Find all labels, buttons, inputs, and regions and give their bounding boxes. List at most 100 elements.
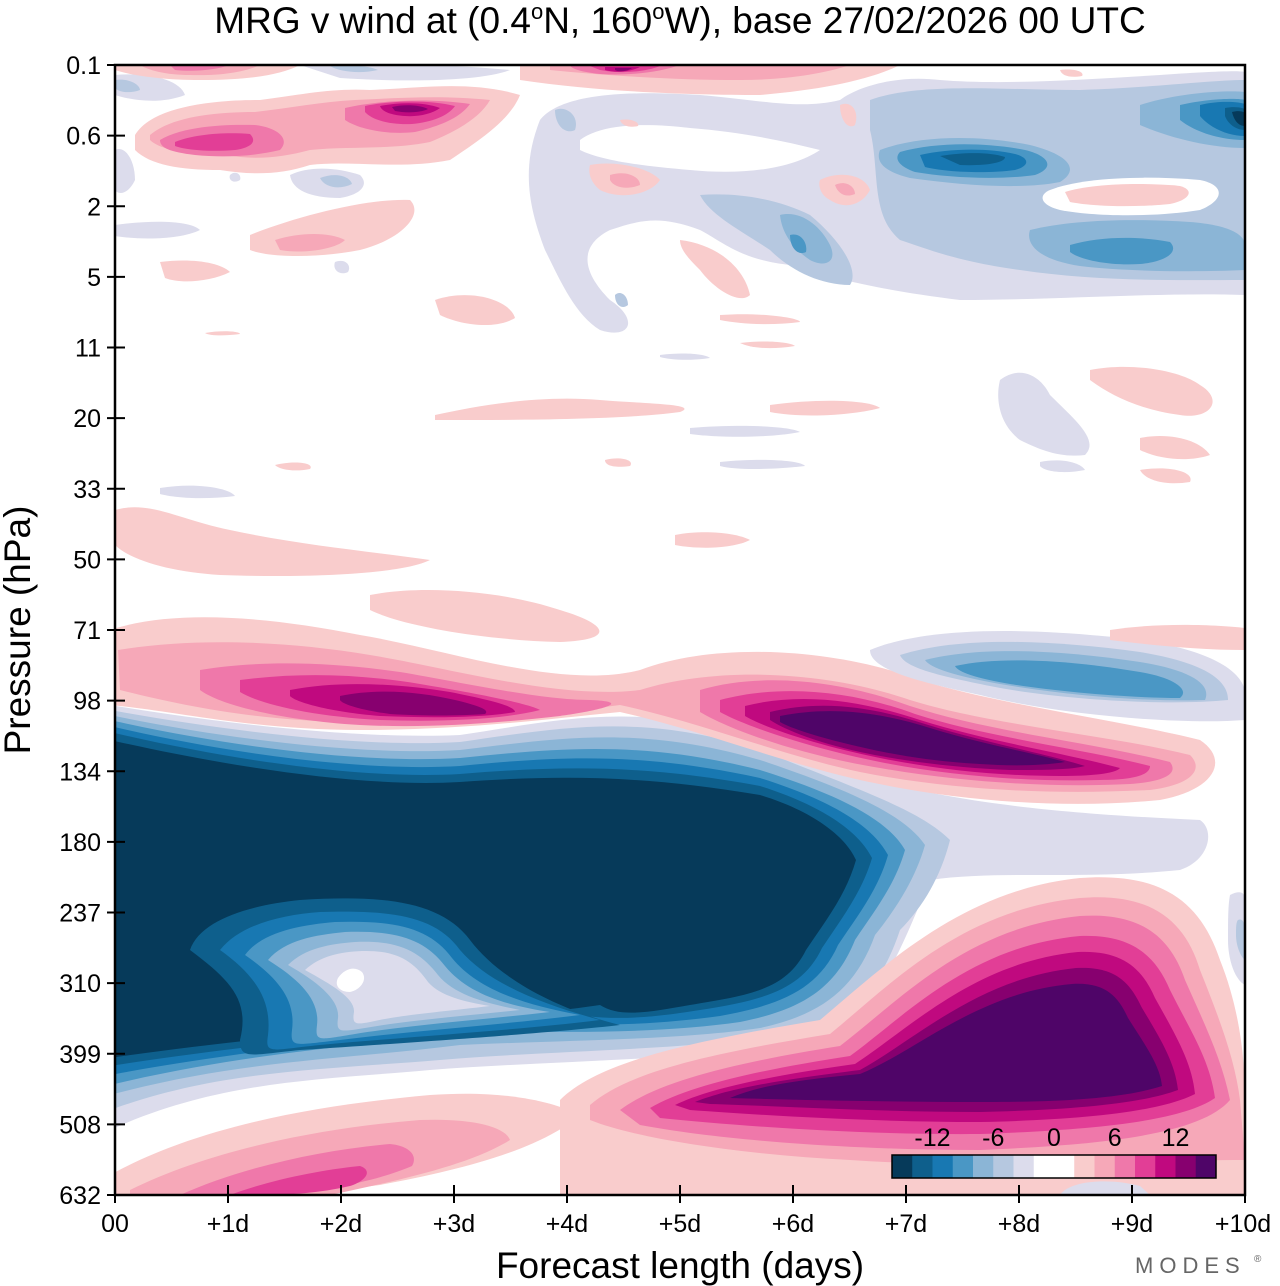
- x-tick-label: +2d: [320, 1210, 362, 1238]
- y-tick-label: 0.1: [66, 52, 101, 80]
- y-axis: 0.1 0.6 2 5 11 20 33 50 71 98 134 180 237 310 399 508 63…: [59, 52, 125, 1210]
- contour-band: [1060, 1181, 1150, 1195]
- x-tick-label: +9d: [1111, 1210, 1153, 1238]
- contour-band: [998, 372, 1090, 456]
- weak-neg-patches-mid: [160, 353, 1090, 499]
- contour-band: [1232, 111, 1245, 126]
- weak-patches-mid: [115, 240, 1245, 650]
- x-tick-label: +7d: [885, 1210, 927, 1238]
- contour-band: [1236, 919, 1245, 960]
- colorbar-swatch: [1054, 1155, 1075, 1178]
- colorbar-swatch: [912, 1155, 933, 1178]
- contour-band: [1140, 468, 1191, 484]
- colorbar-tick-label: 6: [1108, 1124, 1122, 1152]
- modes-logo: MODES: [1135, 1253, 1246, 1278]
- contour-field: [115, 65, 1245, 1195]
- contour-band: [435, 295, 515, 326]
- positive-band-98: [115, 617, 1216, 804]
- contour-band: [770, 400, 880, 416]
- y-tick-label: 0.6: [66, 123, 101, 151]
- positive-lobe-lower: [560, 877, 1245, 1195]
- contour-band: [392, 68, 632, 113]
- x-tick-label: +8d: [998, 1210, 1040, 1238]
- contour-band: [1110, 624, 1245, 650]
- contour-band: [955, 660, 1184, 698]
- colorbar-tick-label: 0: [1047, 1124, 1061, 1152]
- contour-band: [115, 65, 510, 239]
- y-tick-label: 98: [73, 688, 101, 716]
- negative-lobe-inner: [190, 898, 620, 1055]
- contour-band: [780, 711, 1065, 766]
- x-tick-label: +6d: [772, 1210, 814, 1238]
- registered-mark: ®: [1254, 1254, 1262, 1265]
- contour-band: [1140, 435, 1210, 460]
- positive-band-bottom-left: [115, 1093, 580, 1195]
- colorbar-swatch: [1135, 1155, 1156, 1178]
- contour-band: [690, 425, 800, 437]
- y-tick-label: 399: [59, 1041, 101, 1069]
- x-tick-label: +10d: [1215, 1210, 1271, 1238]
- contour-band: [720, 314, 800, 325]
- x-tick-label: +5d: [659, 1210, 701, 1238]
- x-axis: 00 +1d +2d +3d +4d +5d +6d +7d +8d +9d +10d: [101, 1185, 1271, 1238]
- contour-band: [580, 125, 820, 172]
- colorbar-swatch: [1114, 1155, 1136, 1178]
- y-tick-label: 33: [73, 476, 101, 504]
- upper-left-positive: [115, 65, 1083, 282]
- contour-band: [140, 65, 850, 158]
- colorbar-tick-label: -12: [914, 1124, 950, 1152]
- chart-title: MRG v wind at (0.4oN, 160oW), base 27/02…: [214, 0, 1145, 41]
- colorbar: -12 -6 0 6 12: [891, 1124, 1217, 1179]
- y-tick-label: 20: [73, 405, 101, 433]
- colorbar-frame: [891, 1154, 1217, 1179]
- colorbar-swatch: [952, 1155, 974, 1178]
- upper-left-negative: [115, 65, 628, 307]
- y-tick-label: 11: [75, 335, 101, 363]
- contour-band: [920, 101, 1245, 173]
- x-tick-label: +4d: [546, 1210, 588, 1238]
- contour-band: [160, 485, 235, 499]
- upper-right-negative: [528, 71, 1245, 333]
- colorbar-tick-label: -6: [982, 1124, 1004, 1152]
- contour-band: [230, 1166, 367, 1195]
- contour-band: [1065, 184, 1189, 207]
- contour-band: [205, 331, 240, 336]
- y-tick-label: 237: [59, 900, 101, 928]
- colorbar-swatch: [932, 1155, 954, 1178]
- y-tick-label: 632: [59, 1182, 101, 1210]
- colorbar-swatch: [1013, 1155, 1035, 1178]
- contour-band: [115, 507, 430, 577]
- contour-band: [790, 98, 1245, 265]
- colorbar-swatch: [1033, 1155, 1055, 1178]
- y-tick-label: 134: [59, 758, 101, 786]
- y-tick-label: 508: [59, 1111, 101, 1139]
- contour-band: [730, 983, 1162, 1102]
- colorbar-swatch: [973, 1155, 994, 1178]
- contour-band: [720, 459, 805, 469]
- contour-band: [780, 91, 1245, 272]
- contour-band: [370, 590, 600, 642]
- colorbar-swatch: [1175, 1155, 1197, 1178]
- colorbar-tick-label: 12: [1162, 1124, 1190, 1152]
- colorbar-swatch: [993, 1155, 1014, 1178]
- y-tick-label: 71: [73, 617, 101, 645]
- contour-band: [940, 107, 1245, 166]
- contour-band: [1040, 460, 1085, 473]
- y-tick-label: 2: [87, 193, 101, 221]
- contour-band: [1090, 366, 1213, 416]
- colorbar-swatch: [1195, 1155, 1217, 1178]
- contour-band: [740, 341, 795, 349]
- contour-band: [675, 532, 750, 548]
- y-tick-label: 310: [59, 970, 101, 998]
- x-tick-label: +1d: [207, 1210, 249, 1238]
- x-tick-label: +3d: [433, 1210, 475, 1238]
- x-tick-label: 00: [101, 1210, 129, 1238]
- y-tick-label: 5: [87, 264, 101, 292]
- contour-band: [435, 398, 685, 420]
- y-tick-label: 180: [59, 829, 101, 857]
- x-axis-title: Forecast length (days): [496, 1245, 864, 1286]
- negative-band-85: [870, 630, 1245, 722]
- colorbar-swatch: [1094, 1155, 1116, 1178]
- colorbar-swatch: [1155, 1155, 1176, 1178]
